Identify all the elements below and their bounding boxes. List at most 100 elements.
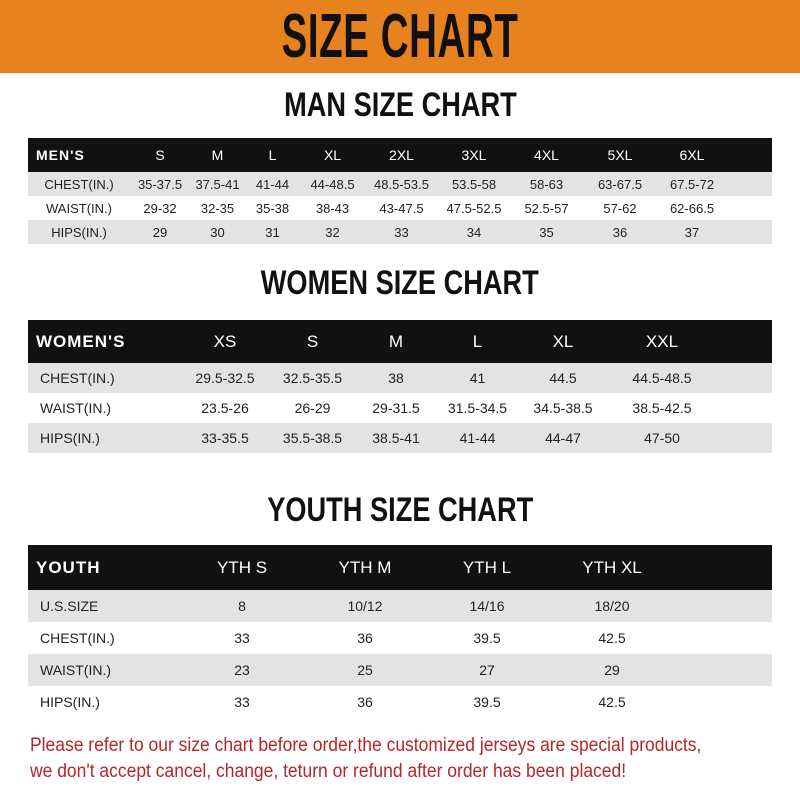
measurement-cell: 32 — [325, 224, 340, 240]
row-label: U.S.SIZE — [40, 598, 99, 614]
measurement-cell: 31 — [265, 224, 280, 240]
notice-line-2: we don't accept cancel, change, teturn o… — [30, 761, 627, 782]
table-row: HIPS(IN.) 33-35.5 35.5-38.5 38.5-41 41-44 44-… — [28, 423, 772, 453]
size-header: 2XL — [389, 147, 414, 163]
measurement-cell: 10/12 — [347, 598, 383, 614]
measurement-cell: 67.5-72 — [669, 176, 715, 192]
table-row: HIPS(IN.) 29 30 31 32 33 34 35 36 37 — [28, 220, 772, 244]
row-spacer — [727, 220, 772, 244]
measurement-cell: 48.5-53.5 — [374, 176, 429, 192]
table-row: WAIST(IN.) 23 25 27 29 — [28, 654, 772, 686]
size-header: 6XL — [679, 147, 705, 163]
header-spacer — [716, 320, 772, 363]
notice-line-1: Please refer to our size chart before or… — [30, 735, 702, 756]
measurement-cell: 29.5-32.5 — [195, 370, 255, 386]
men-heading: MAN SIZE CHART — [0, 86, 800, 125]
size-header: XXL — [645, 331, 679, 351]
measurement-cell: 29-31.5 — [372, 400, 420, 416]
row-spacer — [676, 590, 772, 622]
measurement-cell: 8 — [238, 598, 246, 614]
size-header: S — [306, 331, 319, 351]
row-label: WAIST(IN.) — [40, 662, 112, 678]
measurement-cell: 32.5-35.5 — [282, 370, 343, 386]
measurement-cell: 42.5 — [598, 694, 626, 710]
measurement-cell: 47.5-52.5 — [446, 200, 502, 216]
size-header: YTH M — [338, 557, 392, 577]
men-size-table: MEN'S S M L XL 2XL 3XL 4XL 5XL 6XL CHEST(IN.) 35-37… — [28, 138, 772, 244]
measurement-cell: 39.5 — [473, 630, 501, 646]
header-row: YOUTH YTH S YTH M YTH L YTH XL — [28, 545, 772, 590]
table-row: CHEST(IN.) 29.5-32.5 32.5-35.5 38 41 44.5 44.5… — [28, 363, 772, 393]
row-spacer — [676, 654, 772, 686]
row-spacer — [716, 423, 772, 453]
row-spacer — [676, 686, 772, 718]
measurement-cell: 38.5-42.5 — [632, 400, 692, 416]
size-header: XS — [213, 331, 237, 351]
youth-heading: YOUTH SIZE CHART — [0, 491, 800, 530]
measurement-cell: 35.5-38.5 — [282, 430, 343, 446]
measurement-cell: 36 — [357, 694, 373, 710]
measurement-cell: 35-38 — [255, 200, 290, 216]
measurement-cell: 35-37.5 — [137, 176, 183, 192]
row-label: WAIST(IN.) — [40, 400, 112, 416]
measurement-cell: 44-48.5 — [310, 176, 355, 192]
measurement-cell: 41-44 — [255, 176, 290, 192]
measurement-cell: 44-47 — [545, 430, 581, 446]
size-header: M — [388, 331, 404, 351]
measurement-cell: 53.5-58 — [451, 176, 497, 192]
table-row: CHEST(IN.) 35-37.5 37.5-41 41-44 44-48.5 48.5… — [28, 172, 772, 196]
table-row: WAIST(IN.) 29-32 32-35 35-38 38-43 43-47.5 47.… — [28, 196, 772, 220]
table-row: U.S.SIZE 8 10/12 14/16 18/20 — [28, 590, 772, 622]
measurement-cell: 23.5-26 — [201, 400, 249, 416]
corner-label: MEN'S — [36, 147, 85, 163]
order-notice: Please refer to our size chart before or… — [30, 733, 790, 785]
row-spacer — [676, 622, 772, 654]
row-label: CHEST(IN.) — [44, 176, 114, 192]
measurement-cell: 36 — [357, 630, 373, 646]
size-header: L — [268, 147, 277, 163]
size-header: YTH S — [216, 557, 268, 577]
header-row: WOMEN'S XS S M L XL XXL — [28, 320, 772, 363]
row-label: HIPS(IN.) — [40, 694, 100, 710]
measurement-cell: 34.5-38.5 — [533, 400, 593, 416]
measurement-cell: 58-63 — [529, 176, 564, 192]
measurement-cell: 38.5-41 — [372, 430, 420, 446]
measurement-cell: 30 — [210, 224, 225, 240]
measurement-cell: 26-29 — [294, 400, 331, 416]
size-header: XL — [552, 331, 574, 351]
measurement-cell: 42.5 — [598, 630, 626, 646]
header-row: MEN'S S M L XL 2XL 3XL 4XL 5XL 6XL — [28, 138, 772, 172]
measurement-cell: 38-43 — [315, 200, 350, 216]
row-spacer — [727, 196, 772, 220]
header-spacer — [727, 138, 772, 172]
measurement-cell: 18/20 — [594, 598, 630, 614]
table-row: HIPS(IN.) 33 36 39.5 42.5 — [28, 686, 772, 718]
size-header: YTH L — [462, 557, 512, 577]
row-label: HIPS(IN.) — [51, 224, 107, 240]
size-header: M — [211, 147, 224, 163]
measurement-cell: 41-44 — [459, 430, 496, 446]
table-row: WAIST(IN.) 23.5-26 26-29 29-31.5 31.5-34.5 34… — [28, 393, 772, 423]
measurement-cell: 23 — [234, 662, 250, 678]
corner-label: WOMEN'S — [36, 331, 126, 351]
measurement-cell: 33 — [234, 630, 250, 646]
measurement-cell: 35 — [539, 224, 554, 240]
row-spacer — [716, 363, 772, 393]
page-title: SIZE CHART — [281, 2, 519, 71]
measurement-cell: 41 — [469, 370, 486, 386]
measurement-cell: 29 — [604, 662, 620, 678]
youth-size-table: YOUTH YTH S YTH M YTH L YTH XL U.S.SIZE 8 10/12… — [28, 545, 772, 718]
measurement-cell: 27 — [479, 662, 495, 678]
measurement-cell: 33 — [394, 224, 409, 240]
measurement-cell: 37.5-41 — [195, 176, 240, 192]
size-header: XL — [323, 147, 342, 163]
measurement-cell: 38 — [388, 370, 404, 386]
row-label: WAIST(IN.) — [46, 200, 112, 216]
row-spacer — [727, 172, 772, 196]
size-header: L — [472, 331, 483, 351]
size-header: 3XL — [461, 147, 487, 163]
measurement-cell: 47-50 — [644, 430, 680, 446]
measurement-cell: 29-32 — [143, 200, 177, 216]
banner: SIZE CHART — [0, 0, 800, 73]
measurement-cell: 63-67.5 — [597, 176, 643, 192]
